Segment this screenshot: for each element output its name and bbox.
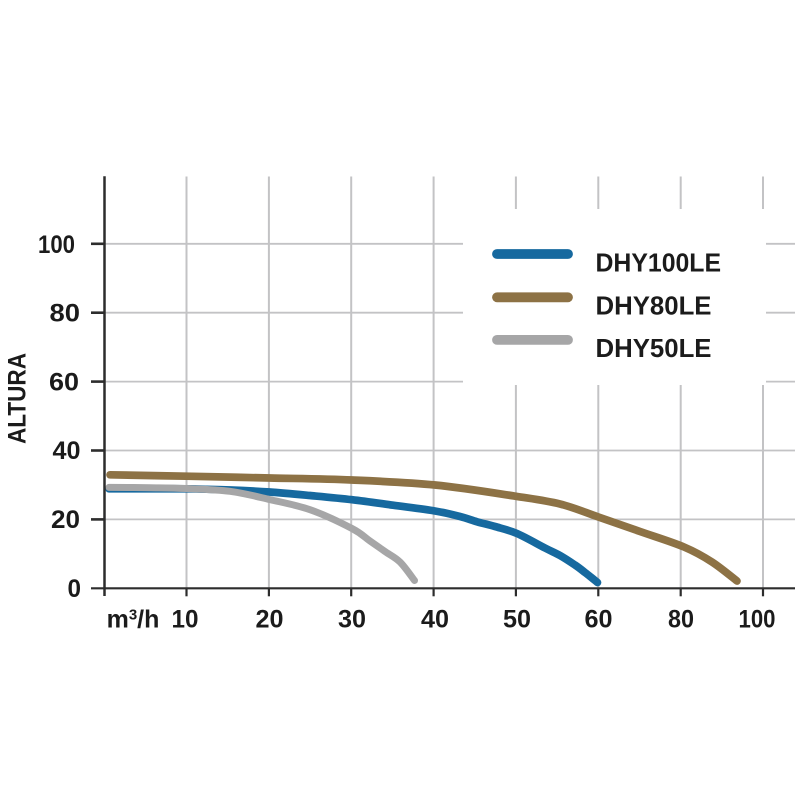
svg-text:30: 30 <box>338 606 366 634</box>
svg-text:40: 40 <box>421 606 449 634</box>
svg-text:20: 20 <box>256 606 284 634</box>
svg-text:DHY80LE: DHY80LE <box>596 291 712 321</box>
svg-text:DHY100LE: DHY100LE <box>596 248 722 278</box>
svg-text:60: 60 <box>585 606 613 634</box>
svg-text:DHY50LE: DHY50LE <box>596 333 712 363</box>
svg-text:20: 20 <box>51 506 80 534</box>
svg-text:0: 0 <box>68 575 82 603</box>
svg-text:ALTURA: ALTURA <box>4 353 32 444</box>
svg-text:60: 60 <box>49 368 79 396</box>
svg-text:50: 50 <box>503 606 531 634</box>
svg-text:80: 80 <box>668 606 694 634</box>
svg-text:100: 100 <box>38 231 75 259</box>
svg-text:100: 100 <box>739 606 776 634</box>
svg-text:40: 40 <box>53 437 81 465</box>
svg-text:10: 10 <box>172 606 199 634</box>
svg-text:80: 80 <box>50 299 81 327</box>
